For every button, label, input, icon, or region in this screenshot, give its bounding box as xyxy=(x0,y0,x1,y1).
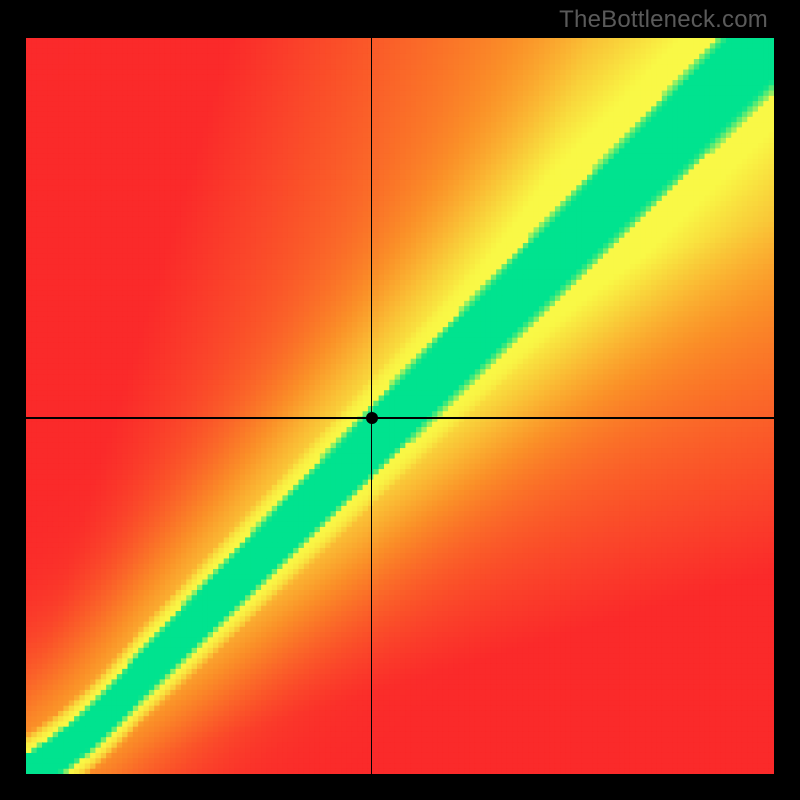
watermark-text: TheBottleneck.com xyxy=(559,6,768,34)
chart-frame: TheBottleneck.com xyxy=(0,0,800,800)
heatmap-canvas xyxy=(26,38,774,774)
heatmap-plot xyxy=(26,38,774,774)
